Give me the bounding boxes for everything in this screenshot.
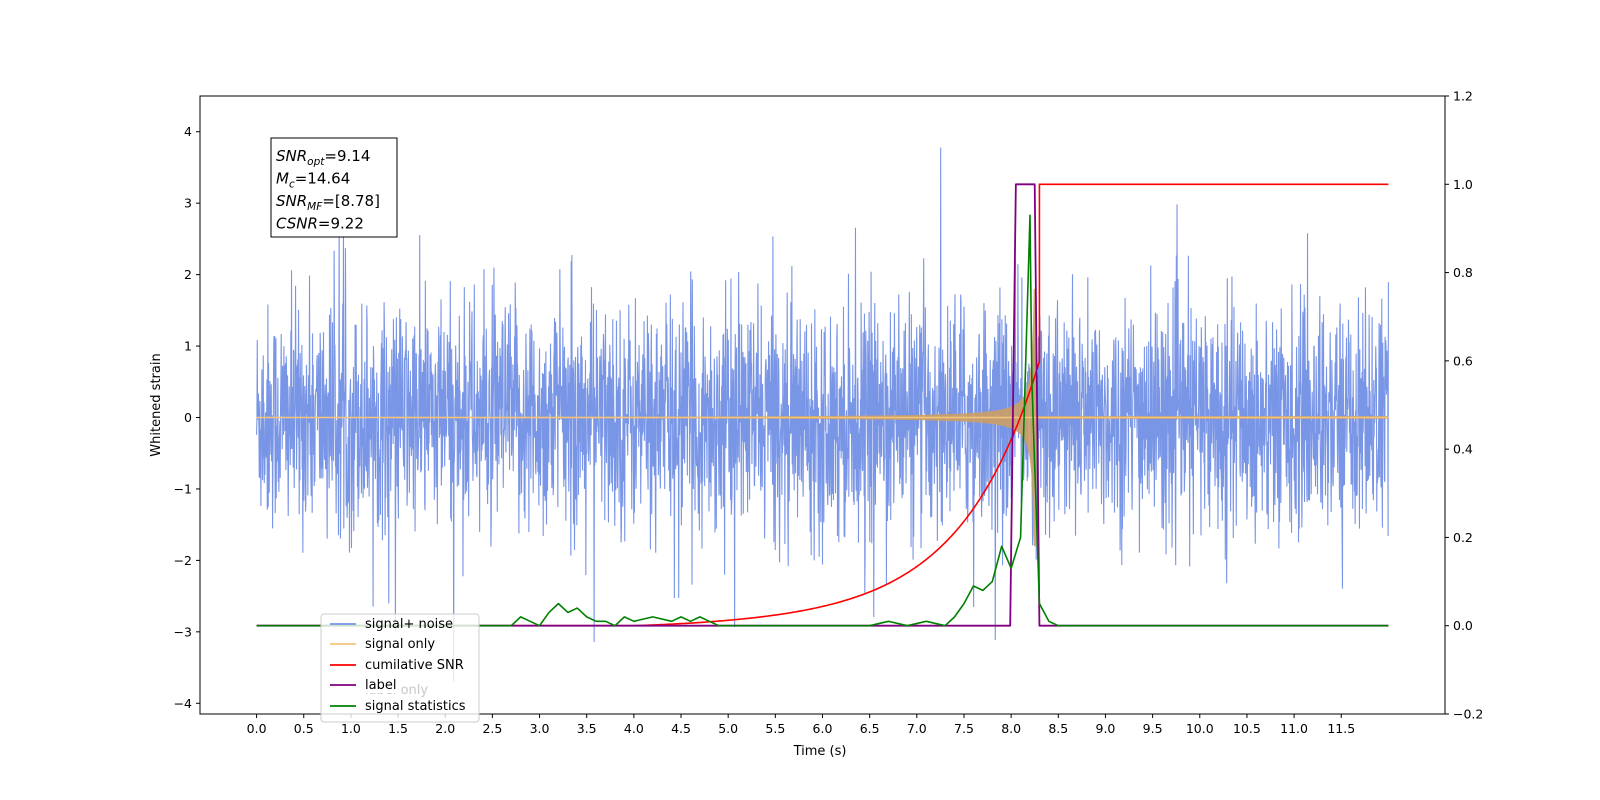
annotation-value: =14.64: [295, 170, 351, 188]
y-tick-label: 2: [184, 267, 192, 282]
annotation-line: SNRopt=9.14: [276, 147, 370, 168]
x-tick-label: 0.0: [247, 721, 267, 736]
x-tick-label: 3.5: [577, 721, 597, 736]
y-tick-label: 0: [184, 410, 192, 425]
x-tick-label: 7.5: [954, 721, 974, 736]
series-signal-noise: [256, 147, 1389, 682]
x-tick-label: 6.5: [860, 721, 880, 736]
y-axis-right: 1.2 1.0 0.8 0.6 0.4 0.2 0.0 −0.2: [1445, 89, 1483, 722]
annotation-symbol: SNR: [276, 192, 307, 210]
x-tick-label: 1.5: [388, 721, 408, 736]
annotation-symbol: CSNR: [276, 215, 318, 233]
y2-tick-label: 0.0: [1453, 618, 1473, 633]
legend-label-backing: [362, 678, 400, 693]
y-tick-label: 3: [184, 196, 192, 211]
annotation-subscript: c: [289, 179, 295, 191]
x-tick-label: 4.0: [624, 721, 644, 736]
annotation-subscript: MF: [307, 201, 323, 213]
x-tick-label: 4.5: [671, 721, 691, 736]
y-tick-label: −3: [174, 624, 192, 639]
x-tick-label: 7.0: [907, 721, 927, 736]
y-tick-label: −4: [174, 696, 192, 711]
legend-label: signal only: [365, 637, 435, 652]
x-tick-label: 5.0: [718, 721, 738, 736]
x-tick-label: 8.5: [1048, 721, 1068, 736]
x-tick-label: 11.0: [1280, 721, 1308, 736]
x-tick-label: 9.5: [1143, 721, 1163, 736]
x-tick-label: 2.0: [435, 721, 455, 736]
x-tick-label: 1.0: [341, 721, 361, 736]
x-tick-label: 2.5: [482, 721, 502, 736]
annotation-line: SNRMF=[8.78]: [276, 192, 380, 213]
y-tick-label: −1: [174, 481, 192, 496]
annotation-symbol: SNR: [276, 147, 307, 165]
y-tick-label: 4: [184, 124, 192, 139]
annotation-value: =9.14: [324, 147, 370, 165]
legend-frame: [320, 613, 480, 723]
x-tick-label: 11.5: [1327, 721, 1355, 736]
y-tick-label: 1: [184, 339, 192, 354]
annotation-frame: [270, 137, 398, 238]
annotation-line: CSNR=9.22: [276, 215, 364, 233]
legend-label: signal statistics: [365, 699, 466, 714]
x-axis: 0.0 0.5 1.0 1.5 2.0 2.5 3.0 3.5 4.0 4.5 5.0 5.5 6.0 6…: [247, 714, 1355, 736]
legend-label: cumilative SNR: [365, 658, 464, 673]
legend-label: signal+ noise: [365, 617, 453, 632]
x-tick-label: 9.0: [1096, 721, 1116, 736]
x-tick-label: 6.0: [813, 721, 833, 736]
y2-tick-label: 0.6: [1453, 353, 1473, 368]
annotation-value: =9.22: [318, 215, 364, 233]
legend-label: label: [365, 678, 396, 693]
y-axis-label: Whitened strain: [149, 353, 164, 456]
y2-tick-label: 0.8: [1453, 265, 1473, 280]
x-tick-label: 3.0: [530, 721, 550, 736]
x-tick-label: 10.5: [1233, 721, 1261, 736]
annotation-subscript: opt: [307, 156, 325, 168]
annotation-line: Mc=14.64: [276, 170, 350, 191]
annotation-symbol: M: [276, 170, 289, 188]
x-tick-label: 10.0: [1186, 721, 1214, 736]
y-tick-label: −2: [174, 553, 192, 568]
annotation-value: =[8.78]: [322, 192, 380, 210]
y2-tick-label: 1.2: [1453, 89, 1473, 104]
y2-tick-label: 0.2: [1453, 530, 1473, 545]
y2-tick-label: −0.2: [1453, 707, 1483, 722]
y-axis-left: 4 3 2 1 0 −1 −2 −3 −4: [174, 124, 200, 711]
x-tick-label: 8.0: [1001, 721, 1021, 736]
series-signal-statistics: [256, 214, 1389, 627]
x-axis-label: Time (s): [793, 744, 847, 759]
x-tick-label: 5.5: [765, 721, 785, 736]
x-tick-label: 0.5: [294, 721, 314, 736]
y2-tick-label: 1.0: [1453, 177, 1473, 192]
y2-tick-label: 0.4: [1453, 442, 1473, 457]
